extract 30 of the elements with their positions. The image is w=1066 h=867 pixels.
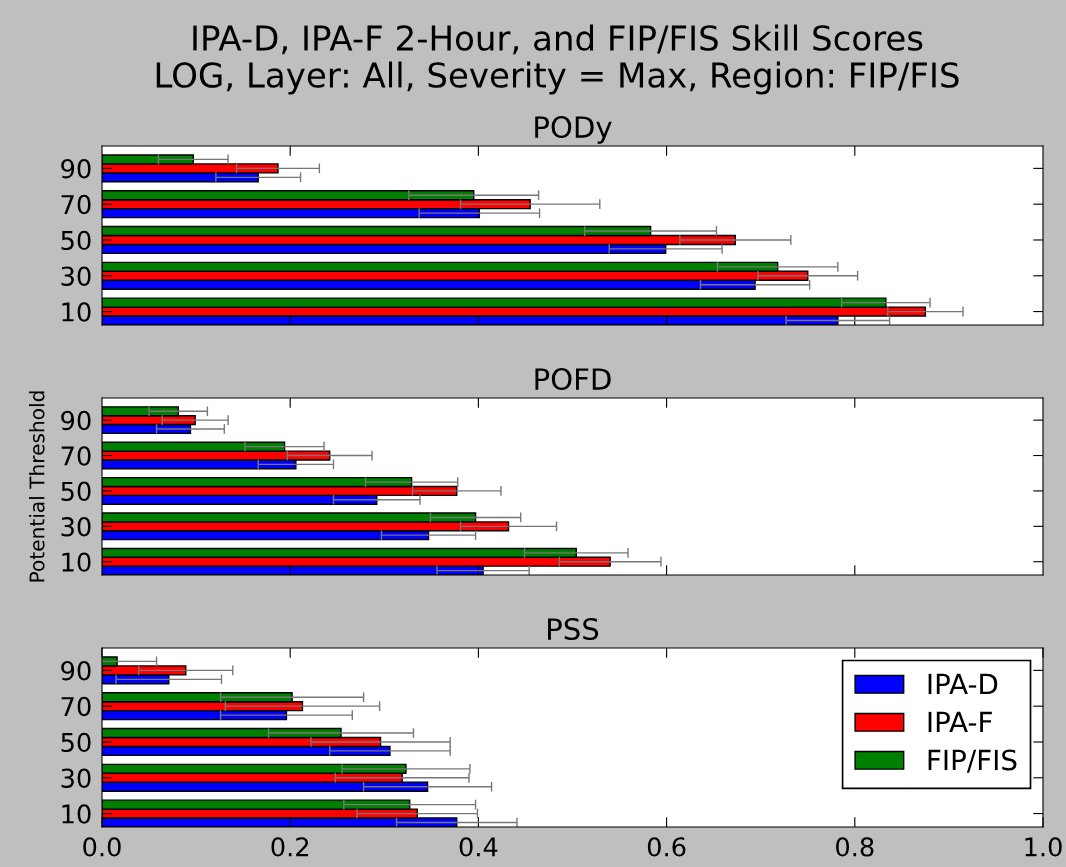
- y-tick-label: 30: [61, 768, 91, 788]
- y-tick-label: 70: [61, 696, 91, 717]
- y-tick-label: 50: [61, 732, 91, 753]
- legend-label: IPA-F: [928, 711, 992, 733]
- y-tick-label: 70: [61, 194, 91, 215]
- x-tick-label: 0.8: [836, 837, 874, 857]
- y-tick-label: 50: [61, 481, 91, 502]
- x-tick-label: 0.0: [83, 837, 121, 857]
- y-tick-label: 10: [62, 552, 91, 572]
- y-tick-label: 50: [61, 230, 91, 251]
- y-tick-label: 10: [62, 302, 91, 322]
- text: LOG, Layer: All, Severity = Max, Region: FIP/FIS: [156, 61, 959, 95]
- chart-title: PSS: [548, 618, 599, 641]
- y-tick-label: 30: [61, 266, 91, 286]
- x-tick-label: 0.6: [647, 837, 686, 857]
- text: IPA-D, IPA-F 2-Hour, and FIP/FIS Skill Scores: [193, 24, 923, 55]
- y-tick-label: 30: [61, 517, 91, 537]
- x-tick-label: 1.0: [1025, 837, 1062, 857]
- chart-title: POFD: [535, 368, 611, 391]
- chart-title: PODy: [535, 116, 612, 144]
- x-tick-label: 0.2: [271, 837, 309, 857]
- legend-label: FIP/FIS: [928, 749, 1017, 773]
- y-tick-label: 70: [61, 446, 91, 466]
- y-tick-label: 90: [61, 661, 91, 681]
- legend-label: IPA-D: [928, 673, 998, 695]
- y-tick-label: 90: [61, 410, 91, 431]
- x-tick-label: 0.4: [459, 837, 498, 857]
- y-tick-label: 90: [61, 159, 91, 179]
- y-tick-label: 10: [62, 804, 91, 824]
- y-axis-title: Potential Threshold: [28, 391, 45, 582]
